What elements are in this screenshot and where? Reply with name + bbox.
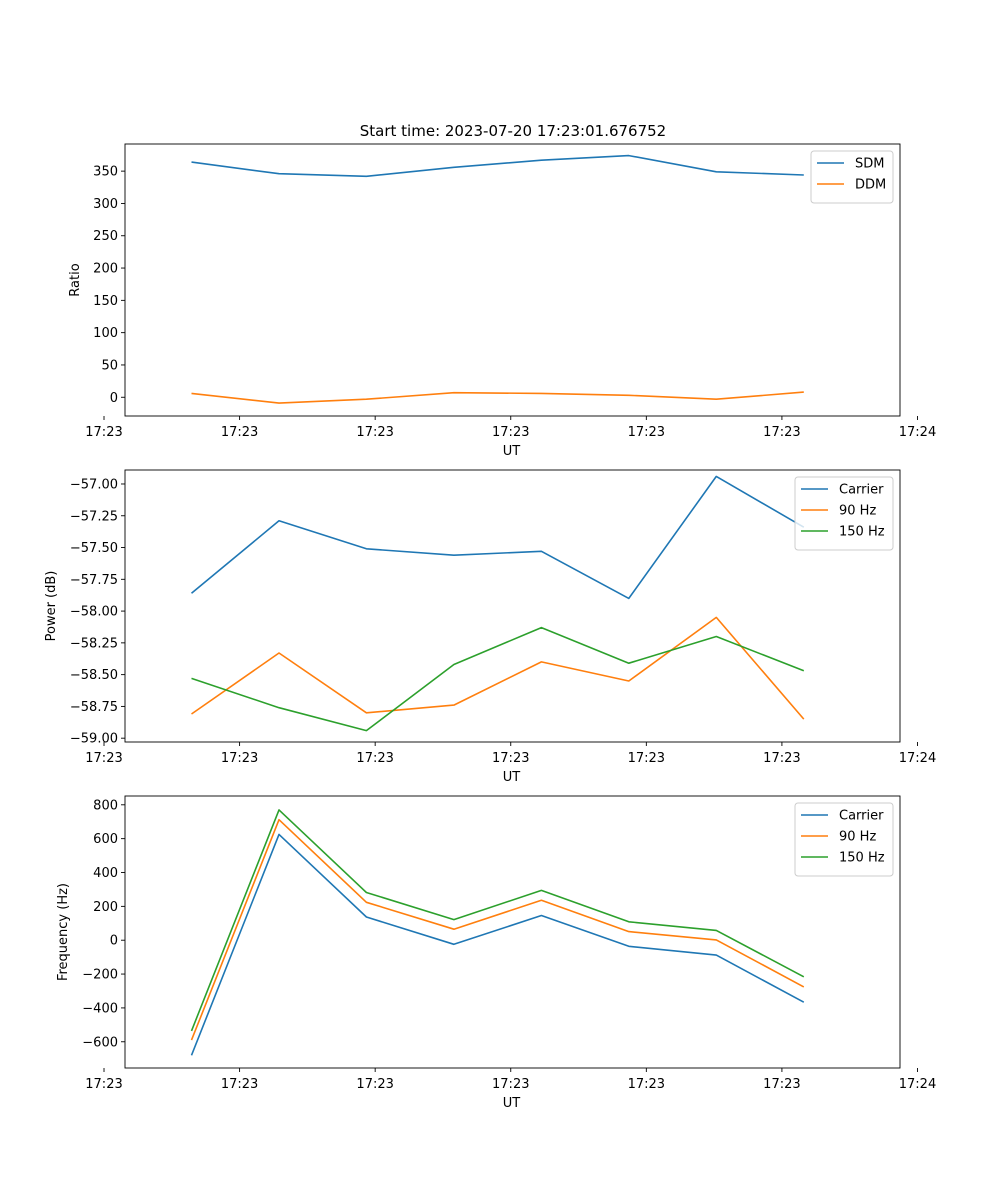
x-tick-label: 17:23 <box>628 1077 665 1092</box>
axes-frame <box>124 469 901 743</box>
x-tick-label: 17:23 <box>763 425 800 440</box>
legend-label: Carrier <box>839 483 884 498</box>
x-axis-label: UT <box>503 770 521 785</box>
y-tick-label: −57.00 <box>70 477 118 492</box>
series-line-150-hz <box>191 626 805 732</box>
subplot-3: 17:23 17:23 17:23 17:23 17:23 17:23 17:24 −600 −… <box>56 795 936 1111</box>
x-tick-label: 17:23 <box>221 751 258 766</box>
x-tick-label: 17:23 <box>356 1077 393 1092</box>
subplots: 17:23 17:23 17:23 17:23 17:23 17:23 17:24 0 50 10… <box>44 143 936 1111</box>
y-tick-label: 200 <box>93 262 118 277</box>
subplot-1: 17:23 17:23 17:23 17:23 17:23 17:23 17:24 0 50 10… <box>68 143 936 459</box>
y-tick-label: 100 <box>93 326 118 341</box>
x-tick-label: 17:24 <box>899 751 936 766</box>
y-axis-label: Power (dB) <box>44 571 59 642</box>
axes-frame <box>124 143 901 417</box>
x-tick-label: 17:23 <box>356 425 393 440</box>
x-tick-label: 17:23 <box>221 425 258 440</box>
y-tick-label: −57.25 <box>70 509 118 524</box>
series-line-sdm <box>191 154 804 178</box>
legend-label: 150 Hz <box>839 851 885 866</box>
y-tick-label: 50 <box>101 358 118 373</box>
series-line-carrier <box>190 833 805 1056</box>
x-axis-label: UT <box>503 444 521 459</box>
subplot-2: 17:23 17:23 17:23 17:23 17:23 17:23 17:24 −59.0… <box>44 469 936 785</box>
series-line-90-hz <box>190 818 805 1041</box>
y-tick-label: 350 <box>93 165 118 180</box>
x-tick-label: 17:24 <box>899 425 936 440</box>
y-tick-label: 400 <box>93 866 118 881</box>
x-tick-label: 17:23 <box>492 1077 529 1092</box>
series-line-150-hz <box>190 809 805 1032</box>
x-tick-label: 17:23 <box>85 425 122 440</box>
legend: SDM DDM <box>810 150 894 204</box>
y-tick-label: 300 <box>93 197 118 212</box>
legend-label: Carrier <box>839 809 884 824</box>
y-tick-label: 0 <box>110 391 118 406</box>
legend-label: 90 Hz <box>839 830 876 845</box>
axes-frame <box>124 795 901 1069</box>
legend-label: SDM <box>855 157 884 172</box>
y-tick-label: −200 <box>82 968 118 983</box>
y-tick-label: −58.50 <box>70 668 118 683</box>
x-tick-label: 17:23 <box>85 1077 122 1092</box>
x-tick-label: 17:24 <box>899 1077 936 1092</box>
y-axis-label: Ratio <box>68 263 83 296</box>
x-axis-label: UT <box>503 1096 521 1111</box>
legend-box <box>810 150 894 204</box>
y-tick-label: −59.00 <box>70 732 118 747</box>
y-tick-label: 250 <box>93 229 118 244</box>
y-tick-label: 200 <box>93 900 118 915</box>
figure-title: Start time: 2023-07-20 17:23:01.676752 <box>360 122 666 140</box>
legend-label: 90 Hz <box>839 504 876 519</box>
y-tick-label: −58.75 <box>70 700 118 715</box>
series-line-ddm <box>191 391 804 404</box>
y-tick-label: −58.25 <box>70 636 118 651</box>
x-tick-label: 17:23 <box>85 751 122 766</box>
y-tick-label: −57.50 <box>70 541 118 556</box>
x-tick-label: 17:23 <box>763 1077 800 1092</box>
legend: Carrier 90 Hz 150 Hz <box>794 802 894 877</box>
x-tick-label: 17:23 <box>492 425 529 440</box>
y-tick-label: −58.00 <box>70 605 118 620</box>
y-tick-label: 0 <box>110 934 118 949</box>
legend: Carrier 90 Hz 150 Hz <box>794 476 894 551</box>
x-tick-label: 17:23 <box>763 751 800 766</box>
y-tick-label: −400 <box>82 1001 118 1016</box>
y-tick-label: 150 <box>93 294 118 309</box>
x-tick-label: 17:23 <box>356 751 393 766</box>
series-line-90-hz <box>191 616 805 720</box>
x-tick-label: 17:23 <box>628 751 665 766</box>
y-axis-label: Frequency (Hz) <box>56 883 71 981</box>
y-tick-label: 600 <box>93 832 118 847</box>
y-tick-label: 800 <box>93 798 118 813</box>
y-tick-label: −57.75 <box>70 573 118 588</box>
legend-label: DDM <box>855 178 886 193</box>
series-line-carrier <box>190 475 805 600</box>
y-tick-label: −600 <box>82 1035 118 1050</box>
x-tick-label: 17:23 <box>628 425 665 440</box>
x-tick-label: 17:23 <box>221 1077 258 1092</box>
legend-label: 150 Hz <box>839 525 885 540</box>
x-tick-label: 17:23 <box>492 751 529 766</box>
